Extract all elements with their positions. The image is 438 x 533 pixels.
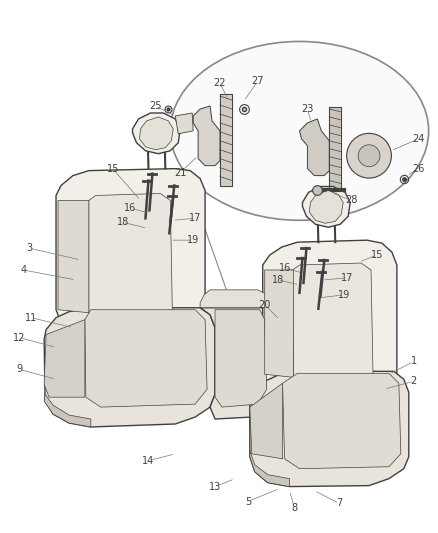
Text: 21: 21 [174,167,187,177]
Polygon shape [193,106,220,166]
Polygon shape [44,394,91,427]
Text: 18: 18 [117,217,129,227]
Text: 2: 2 [411,376,417,386]
Polygon shape [89,193,172,320]
Polygon shape [263,240,397,399]
Text: 19: 19 [338,290,350,300]
Text: 25: 25 [149,101,162,111]
Polygon shape [44,320,85,397]
Text: 8: 8 [291,504,297,513]
Polygon shape [250,372,409,487]
Text: 3: 3 [26,243,32,253]
Polygon shape [283,373,401,469]
Ellipse shape [347,133,392,178]
Polygon shape [250,451,290,487]
Text: 27: 27 [251,76,264,86]
Text: 20: 20 [258,300,271,310]
Text: 19: 19 [187,235,199,245]
Text: 18: 18 [272,275,284,285]
Text: 1: 1 [411,357,417,366]
Text: 22: 22 [214,78,226,88]
Text: 28: 28 [345,196,357,205]
Text: 12: 12 [13,333,25,343]
Text: 15: 15 [106,164,119,174]
Text: 13: 13 [209,482,221,491]
Text: 11: 11 [25,313,37,322]
Polygon shape [200,308,275,419]
Polygon shape [293,263,373,384]
Ellipse shape [358,145,380,167]
Text: 17: 17 [189,213,201,223]
Text: 17: 17 [341,273,353,283]
Polygon shape [303,187,350,227]
Text: 7: 7 [336,498,343,508]
Text: 4: 4 [20,265,26,275]
Text: 26: 26 [413,164,425,174]
Text: 23: 23 [301,104,314,114]
Polygon shape [265,270,293,377]
Text: 15: 15 [371,250,383,260]
Polygon shape [175,113,193,134]
Text: 9: 9 [16,365,22,374]
Polygon shape [140,117,173,150]
Polygon shape [300,119,329,175]
Text: 24: 24 [413,134,425,144]
Polygon shape [133,113,180,154]
Polygon shape [58,200,89,313]
Polygon shape [329,107,341,189]
Polygon shape [220,94,232,185]
Polygon shape [44,308,215,427]
Polygon shape [250,383,283,459]
Polygon shape [309,190,343,223]
Ellipse shape [170,42,429,220]
Polygon shape [56,168,205,335]
Polygon shape [200,290,272,308]
Text: 16: 16 [124,204,137,213]
Text: 14: 14 [142,456,155,466]
Text: 5: 5 [245,497,251,506]
Text: 16: 16 [279,263,291,273]
Polygon shape [85,310,207,407]
Polygon shape [215,310,267,407]
